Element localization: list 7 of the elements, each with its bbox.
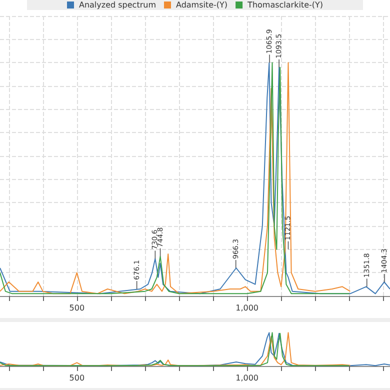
x-tick-label: 1,000: [236, 304, 259, 312]
legend-label: Thomasclarkite-(Y): [246, 0, 324, 10]
x-tick-label: 500: [69, 374, 85, 382]
x-tick-label: 1,000: [236, 374, 259, 382]
x-tick-label: 500: [69, 304, 85, 312]
legend-label: Analyzed spectrum: [78, 0, 156, 10]
legend-label: Adamsite-(Y): [176, 0, 228, 10]
